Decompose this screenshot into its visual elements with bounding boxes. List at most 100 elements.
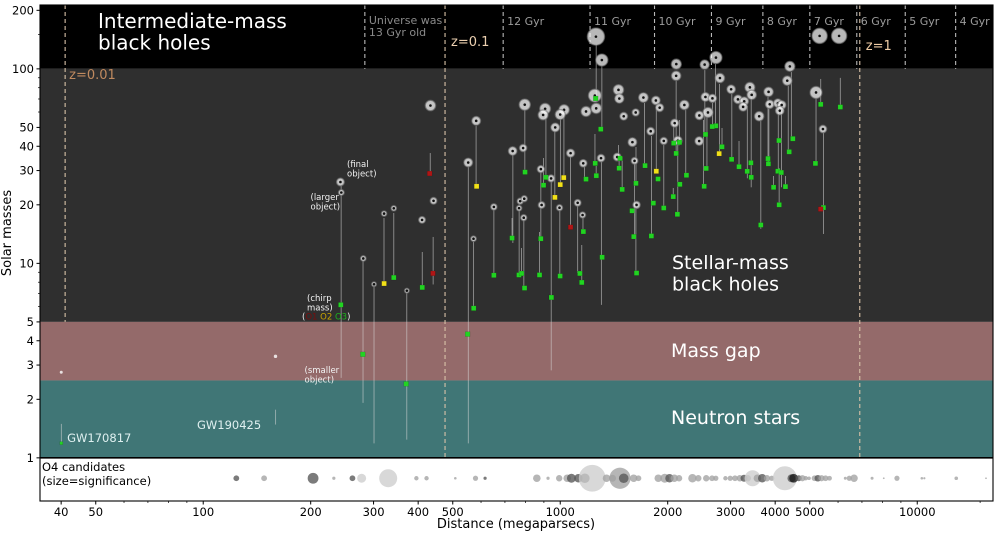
o4-candidate-bubble (670, 474, 679, 483)
age-label-11Gyr: 11 Gyr (594, 15, 632, 28)
chirp-mass-marker-O3 (702, 131, 709, 138)
chirp-mass-marker-O3 (676, 139, 683, 145)
o4-candidate-bubble (954, 476, 959, 481)
chirp-mass-marker-O3 (557, 273, 563, 279)
compact-object-center-dot (594, 107, 598, 110)
chirp-mass-marker-O2 (716, 151, 722, 157)
o4-candidate-bubble (732, 475, 738, 482)
chirp-mass-marker-O3 (540, 182, 547, 188)
chirp-mass-marker-O3 (631, 234, 637, 240)
o4-candidate-bubble (414, 476, 419, 481)
chirp-mass-marker-O3 (748, 174, 754, 180)
compact-object-center-dot (729, 87, 733, 91)
o4-candidate-bubble (688, 474, 697, 483)
chirp-mass-marker-O3 (818, 101, 824, 107)
y-tick-label-2: 2 (27, 392, 34, 406)
chirp-mass-marker-O2 (557, 181, 563, 188)
chirp-mass-marker-O3 (403, 381, 409, 387)
annotation-smaller-object-line2: object) (305, 375, 335, 385)
compact-object-center-dot (517, 206, 521, 210)
chirp-mass-marker-O3 (744, 168, 750, 174)
o4-candidate-bubble (807, 476, 811, 481)
o4-candidate-bubble (822, 475, 829, 482)
compact-object-center-dot (472, 237, 475, 241)
o4-candidate-bubble (789, 473, 799, 483)
chirp-mass-marker-O3 (650, 200, 656, 206)
chirp-mass-marker-O3 (548, 294, 555, 301)
x-tick-label-300: 300 (363, 505, 385, 519)
compact-object-center-dot (674, 62, 678, 66)
compact-object-center-dot (511, 149, 514, 153)
o4-candidate-bubble (566, 473, 576, 483)
compact-object-center-dot (474, 119, 478, 123)
o4-candidate-bubble (675, 475, 683, 482)
compact-object-center-dot (697, 139, 701, 143)
compact-object-center-dot (778, 109, 782, 112)
chirp-mass-marker-O3 (593, 173, 599, 179)
compact-object-center-dot (654, 99, 658, 102)
o4-candidate-bubble (763, 475, 771, 482)
compact-object-center-dot (698, 114, 701, 117)
chirp-mass-marker-O3 (837, 104, 843, 110)
chirp-mass-marker-O3 (661, 205, 667, 211)
o4-candidate-bubble (827, 475, 832, 481)
compact-object-center-dot (339, 180, 342, 184)
chirp-mass-marker-O3 (518, 270, 525, 277)
annotation-larger-object-line2: object) (311, 202, 341, 212)
y-tick-label-100: 100 (12, 62, 34, 76)
compact-object-center-dot (521, 146, 525, 150)
compact-object-center-dot (420, 218, 424, 222)
compact-object-center-dot (662, 139, 666, 143)
x-tick-label-2000: 2000 (653, 505, 682, 519)
band-label-o4-line2: (size=significance) (42, 474, 151, 488)
compact-object-center-dot (466, 161, 470, 164)
compact-object-center-dot (631, 140, 634, 144)
age-label-10Gyr: 10 Gyr (659, 15, 697, 28)
band-label-stellar-line1: Stellar-mass (672, 252, 789, 274)
o4-candidate-bubble (843, 476, 847, 480)
x-tick-label-4000: 4000 (761, 505, 790, 519)
redshift-label-z=0.1: z=0.1 (451, 35, 489, 50)
o4-candidate-bubble (629, 474, 638, 483)
chirp-mass-marker-O3 (778, 169, 784, 176)
compact-object-center-dot (600, 58, 604, 62)
event-label-GW170817: GW170817 (67, 431, 131, 445)
run-colors-text: ) (347, 313, 350, 323)
chirp-mass-marker-O1 (427, 170, 433, 177)
compact-object-center-dot (549, 177, 553, 180)
o4-candidate-bubble (379, 469, 398, 488)
o4-candidate-bubble (723, 476, 728, 481)
chirp-mass-marker-O3 (709, 123, 715, 130)
compact-object-center-dot (584, 110, 588, 113)
chirp-mass-marker-O3 (521, 285, 528, 291)
compact-object-center-dot (635, 203, 638, 207)
age-label-8Gyr: 8 Gyr (767, 15, 798, 28)
compact-object-center-dot (757, 114, 761, 118)
chirp-mass-marker-O3 (419, 284, 425, 291)
y-tick-label-200: 200 (12, 3, 34, 17)
chirp-mass-marker-O1 (567, 224, 574, 230)
age-label-6Gyr: 6 Gyr (861, 15, 892, 28)
band-label-imbh-line2: black holes (98, 31, 211, 55)
chirp-mass-marker-O3 (580, 228, 586, 235)
event-label-GW190425: GW190425 (197, 418, 261, 432)
o4-candidate-bubble (349, 475, 356, 482)
compact-object-center-dot (741, 105, 745, 109)
x-tick-label-50: 50 (88, 505, 103, 519)
compact-object-center-dot (522, 197, 526, 201)
x-tick-label-5000: 5000 (795, 505, 824, 519)
chirp-mass-marker-O3 (776, 202, 782, 208)
chirp-mass-marker-O2 (381, 280, 387, 287)
o4-candidate-bubble (709, 475, 715, 482)
y-tick-label-10: 10 (19, 256, 34, 270)
age-label-7Gyr: 7 Gyr (814, 15, 845, 28)
compact-object-center-dot (785, 79, 789, 82)
annotation-run-colors: (O1 O2 O3) (302, 313, 350, 323)
annotation-smaller-object-line1: (smaller (305, 366, 340, 376)
band-neutron-stars (40, 380, 993, 458)
o4-candidate-bubble (578, 464, 606, 492)
annotation-final-object-line2: object) (347, 169, 377, 179)
annotation-chirp-mass-line2: mass) (307, 303, 333, 313)
band-label-stellar-line2: black holes (672, 274, 779, 296)
